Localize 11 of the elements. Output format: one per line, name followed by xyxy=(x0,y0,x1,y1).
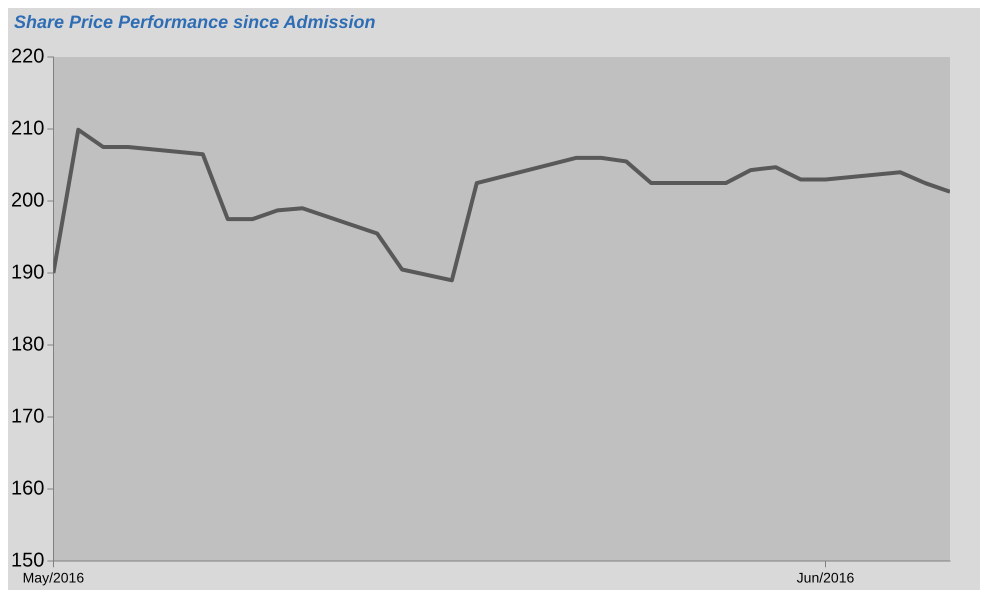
x-tick-label: Jun/2016 xyxy=(796,569,854,586)
y-tick-label: 160 xyxy=(10,478,44,500)
y-tick-label: 220 xyxy=(10,46,44,68)
y-tick-label: 150 xyxy=(10,550,44,572)
y-tick-label: 200 xyxy=(10,190,44,212)
y-tick-label: 170 xyxy=(10,406,44,428)
y-tick-label: 190 xyxy=(10,262,44,284)
y-tick-label: 210 xyxy=(10,118,44,140)
y-tick-label: 180 xyxy=(10,334,44,356)
chart-title: Share Price Performance since Admission xyxy=(13,11,376,34)
x-tick-label: May/2016 xyxy=(22,569,84,586)
